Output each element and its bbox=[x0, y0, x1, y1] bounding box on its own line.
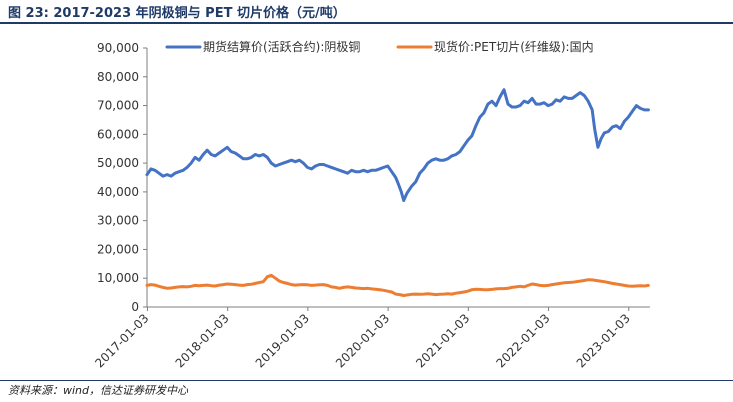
y-tick-label: 80,000 bbox=[97, 70, 139, 84]
x-tick-label: 2022-01-03 bbox=[493, 311, 552, 370]
legend-item-copper: 期货结算价(活跃合约):阴极铜 bbox=[165, 39, 360, 54]
y-tick-label: 60,000 bbox=[97, 127, 139, 141]
y-tick-label: 50,000 bbox=[97, 156, 139, 170]
x-tick-label: 2023-01-03 bbox=[574, 311, 633, 370]
y-tick-label: 30,000 bbox=[97, 214, 139, 228]
x-tick-label: 2017-01-03 bbox=[92, 311, 151, 370]
figure-title-text: 2017-2023 年阴极铜与 PET 切片价格（元/吨） bbox=[53, 6, 346, 21]
y-tick-label: 20,000 bbox=[97, 242, 139, 256]
y-tick-label: 70,000 bbox=[97, 99, 139, 113]
source-rule bbox=[0, 380, 733, 381]
y-axis: 0 10,000 20,000 30,000 40,000 50,000 60,000 70,… bbox=[97, 41, 148, 314]
legend: 期货结算价(活跃合约):阴极铜 现货价:PET切片(纤维级):国内 bbox=[165, 39, 594, 54]
source-note: 资料来源：wind，信达证券研发中心 bbox=[8, 384, 189, 397]
x-tick-label: 2018-01-03 bbox=[173, 311, 232, 370]
legend-label: 期货结算价(活跃合约):阴极铜 bbox=[203, 39, 360, 54]
x-tick-label: 2019-01-03 bbox=[253, 311, 312, 370]
figure-title: 图 23: 2017-2023 年阴极铜与 PET 切片价格（元/吨） bbox=[8, 2, 346, 21]
legend-item-pet: 现货价:PET切片(纤维级):国内 bbox=[396, 39, 594, 54]
y-tick-label: 40,000 bbox=[97, 185, 139, 199]
x-tick-label: 2020-01-03 bbox=[333, 311, 392, 370]
price-chart: 0 10,000 20,000 30,000 40,000 50,000 60,000 70,… bbox=[92, 39, 650, 370]
x-axis: 2017-01-03 2018-01-03 2019-01-03 2020-01-03… bbox=[92, 306, 650, 370]
legend-label: 现货价:PET切片(纤维级):国内 bbox=[434, 39, 594, 54]
figure-label: 图 23: bbox=[8, 6, 49, 21]
y-tick-label: 10,000 bbox=[97, 271, 139, 285]
y-tick-label: 90,000 bbox=[97, 41, 139, 55]
copper-price-line bbox=[145, 88, 650, 202]
title-rule bbox=[0, 22, 733, 24]
pet-price-line bbox=[145, 273, 650, 297]
y-tick-label: 0 bbox=[131, 300, 139, 314]
series-layer bbox=[145, 88, 650, 297]
x-tick-label: 2021-01-03 bbox=[413, 311, 472, 370]
